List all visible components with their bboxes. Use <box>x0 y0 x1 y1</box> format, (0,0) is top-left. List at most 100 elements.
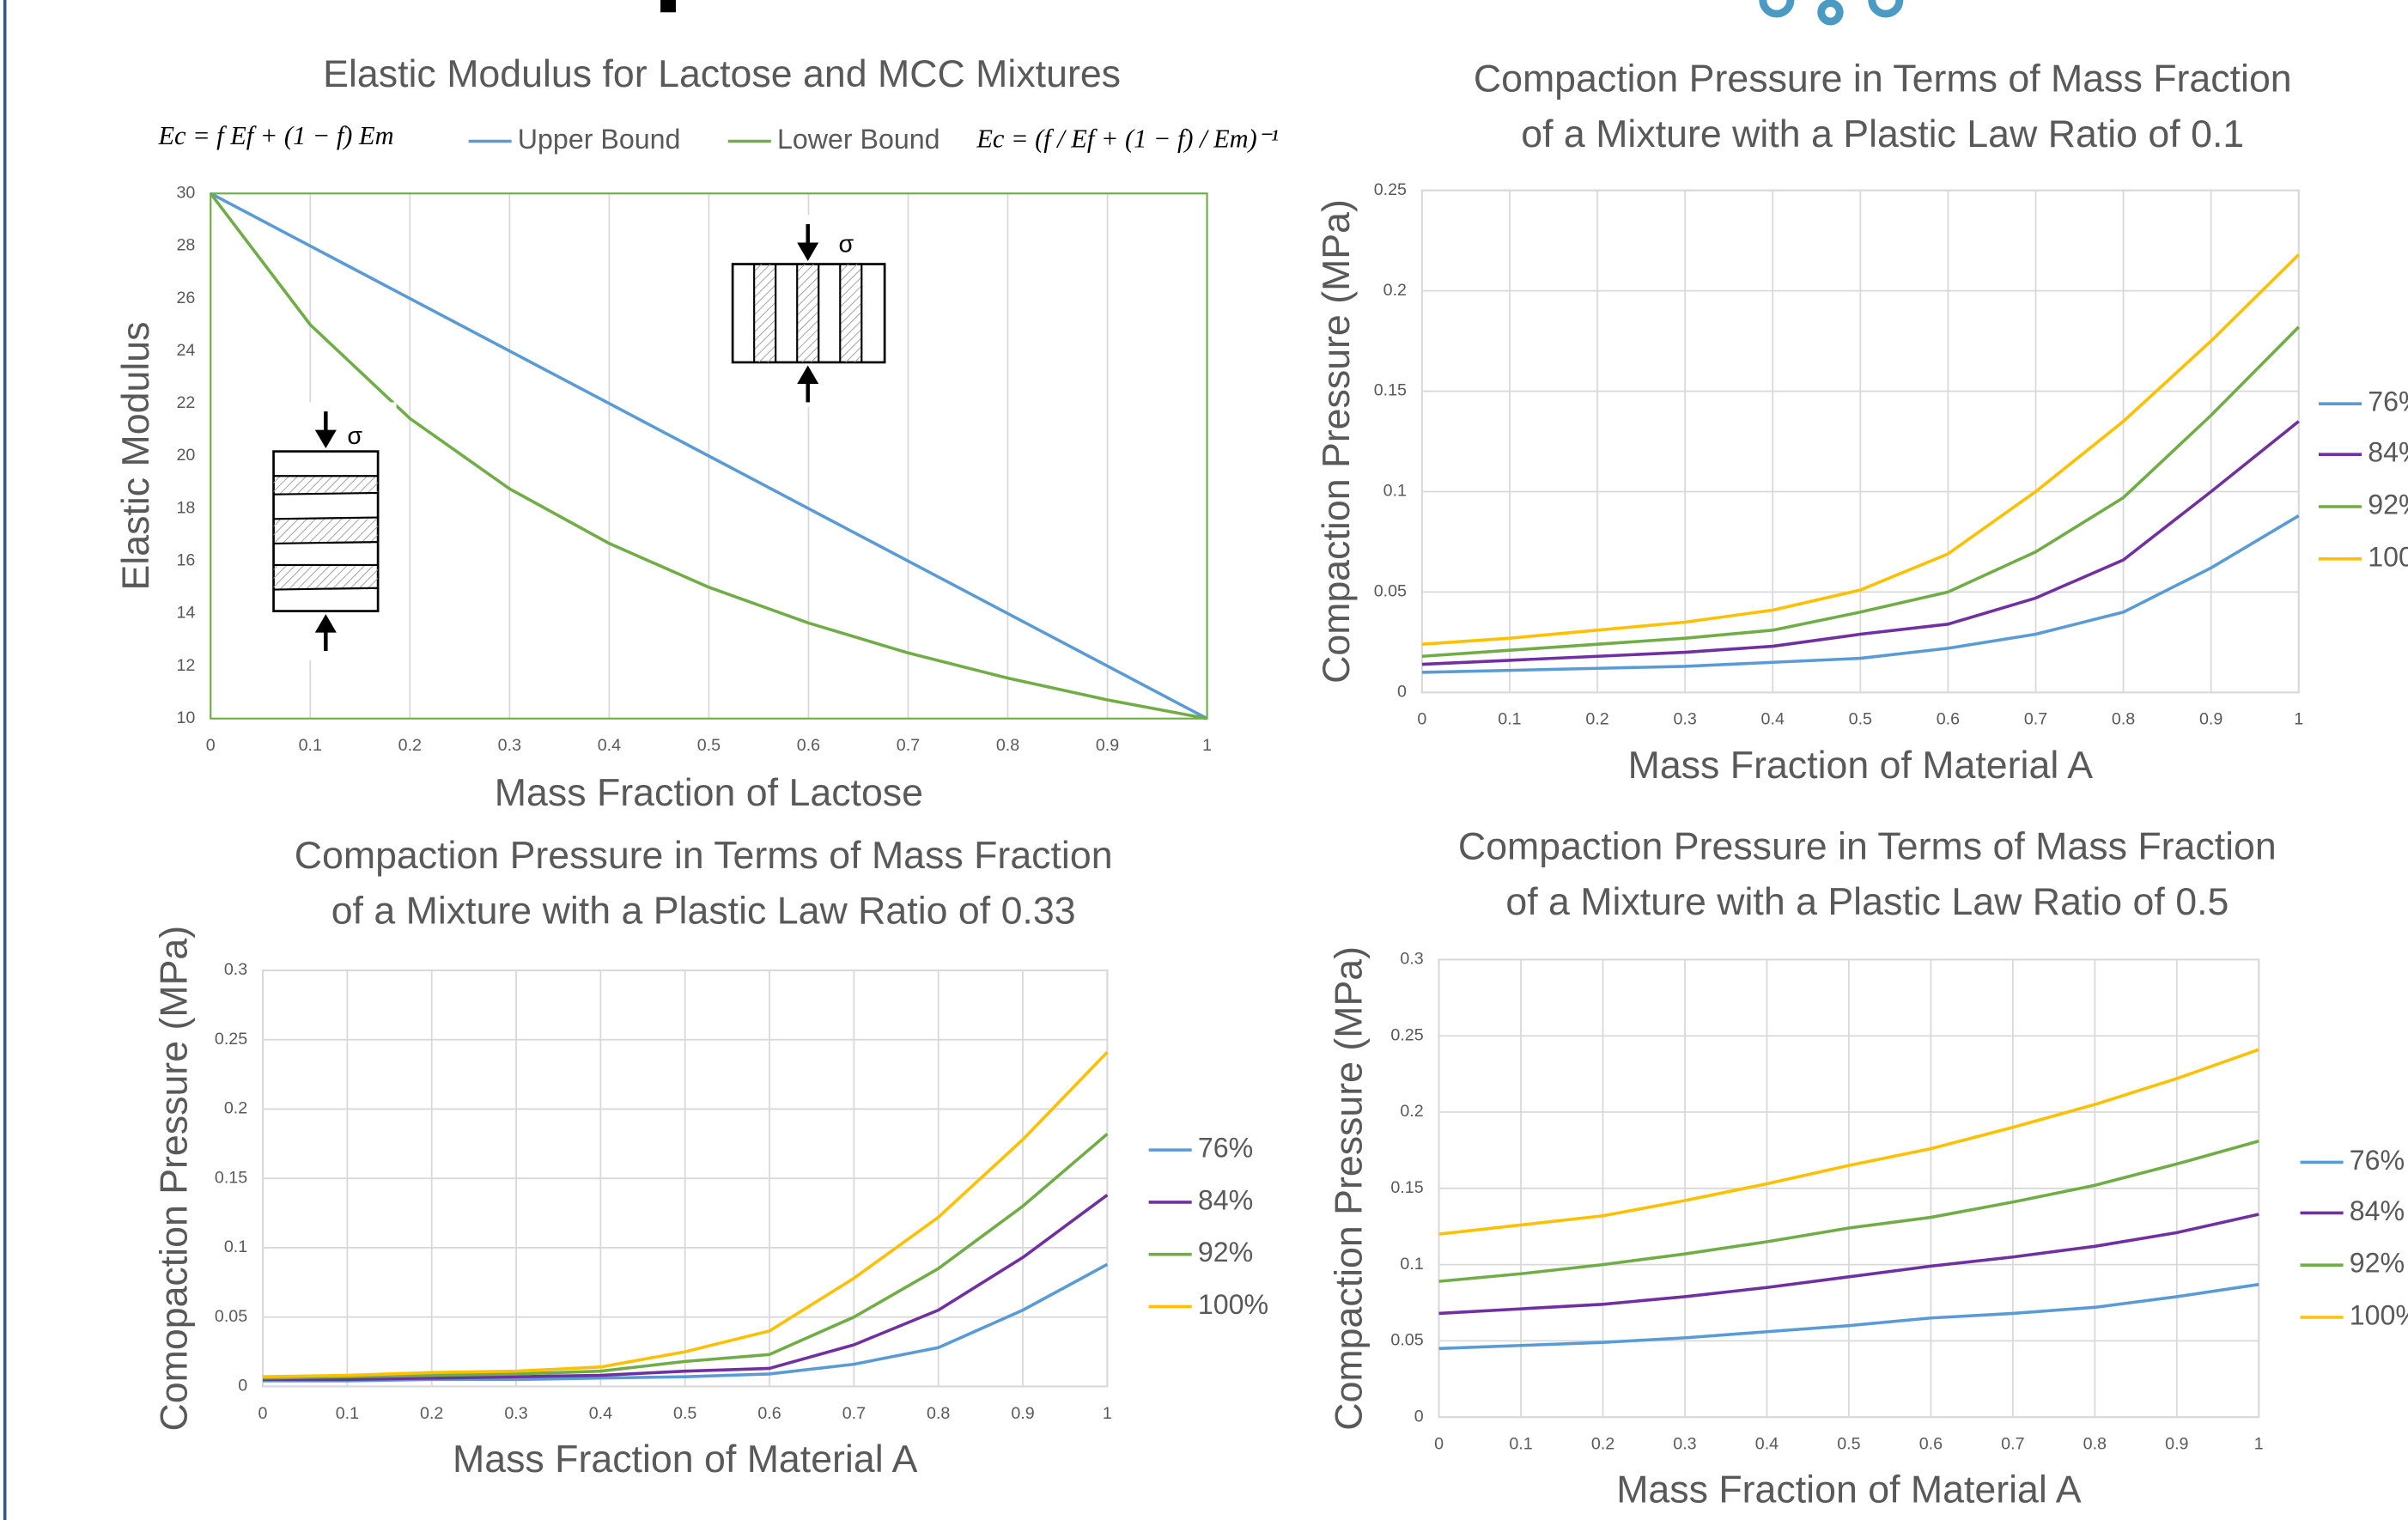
x-tick-label: 0.3 <box>1673 710 1696 729</box>
x-axis-title: Mass Fraction of Material A <box>1616 1469 2082 1511</box>
x-axis-title: Mass Fraction of Lactose <box>495 772 923 814</box>
y-tick-label: 28 <box>176 236 195 255</box>
y-tick-label: 0.15 <box>1374 381 1407 400</box>
legend-label: 92% <box>1198 1237 1253 1268</box>
x-tick-label: 0.6 <box>757 1404 781 1423</box>
sigma-label: σ <box>347 423 362 450</box>
chart-title: Compaction Pressure in Terms of Mass Fra… <box>1474 58 2292 100</box>
chart-title: Compaction Pressure in Terms of Mass Fra… <box>295 835 1113 877</box>
x-tick-label: 0.6 <box>1937 710 1960 729</box>
x-tick-label: 0.7 <box>2024 710 2047 729</box>
x-tick-label: 0.9 <box>2199 710 2223 729</box>
x-tick-label: 0.9 <box>1011 1404 1034 1423</box>
y-tick-label: 26 <box>176 289 195 307</box>
legend-label: 76% <box>2350 1145 2405 1176</box>
x-tick-label: 1 <box>2294 710 2303 729</box>
y-tick-label: 0.2 <box>1383 281 1407 300</box>
y-tick-label: 0.1 <box>1400 1255 1423 1274</box>
y-axis-title: Compaction Pressure (MPa) <box>1328 946 1370 1431</box>
cropped-logo <box>1763 0 1900 21</box>
y-tick-label: 0.2 <box>224 1099 247 1118</box>
x-tick-label: 0.4 <box>1755 1435 1779 1454</box>
y-tick-label: 0.2 <box>1400 1102 1423 1121</box>
x-tick-label: 0.5 <box>1837 1435 1860 1454</box>
legend-label: 100% <box>2350 1300 2408 1331</box>
x-tick-label: 0 <box>1434 1435 1444 1454</box>
x-tick-label: 0.4 <box>598 736 621 755</box>
legend-label: 76% <box>1198 1133 1253 1164</box>
x-tick-label: 0.3 <box>498 736 521 755</box>
formula-lower: Ec = (f / Ef + (1 − f) / Em)⁻¹ <box>976 124 1279 153</box>
x-tick-label: 0 <box>206 736 216 755</box>
legend-label: 76% <box>2368 386 2408 417</box>
x-tick-label: 0.9 <box>1096 736 1119 755</box>
x-tick-label: 0.5 <box>697 736 721 755</box>
legend-label: 92% <box>2368 489 2408 520</box>
x-tick-label: 0.2 <box>420 1404 443 1423</box>
sigma-label: σ <box>838 231 854 258</box>
border <box>3 0 7 1520</box>
legend-label: 92% <box>2350 1248 2405 1279</box>
x-tick-label: 0.7 <box>2001 1435 2024 1454</box>
y-tick-label: 0 <box>1414 1407 1424 1426</box>
y-tick-label: 22 <box>176 393 195 412</box>
x-tick-label: 0 <box>1417 710 1426 729</box>
chart-title: of a Mixture with a Plastic Law Ratio of… <box>1505 881 2229 923</box>
y-tick-label: 12 <box>176 656 195 675</box>
x-tick-label: 0.8 <box>2083 1435 2107 1454</box>
x-tick-label: 0.6 <box>1919 1435 1943 1454</box>
y-tick-label: 0.1 <box>1383 482 1407 501</box>
legend-label: 84% <box>2368 437 2408 468</box>
poster: 00.10.20.30.40.50.60.70.80.9110121416182… <box>0 0 2408 1520</box>
x-axis-title: Mass Fraction of Material A <box>453 1438 918 1480</box>
x-tick-label: 0.6 <box>797 736 820 755</box>
y-tick-label: 10 <box>176 708 195 727</box>
x-tick-label: 0.2 <box>1591 1435 1614 1454</box>
y-tick-label: 0.3 <box>1400 950 1423 969</box>
x-tick-label: 0.1 <box>299 736 322 755</box>
y-tick-label: 0.15 <box>1390 1178 1423 1197</box>
x-tick-label: 1 <box>1103 1404 1112 1423</box>
diagram-parallel <box>719 215 900 406</box>
y-tick-label: 0.1 <box>224 1237 247 1256</box>
legend-label: 84% <box>2350 1195 2405 1226</box>
x-tick-label: 0.4 <box>589 1404 612 1423</box>
y-tick-label: 0.15 <box>215 1168 247 1187</box>
legend-label: Upper Bound <box>518 124 681 155</box>
y-tick-label: 16 <box>176 550 195 569</box>
legend-label: 84% <box>1198 1184 1253 1215</box>
y-tick-label: 0.05 <box>1390 1331 1423 1350</box>
x-tick-label: 0.1 <box>1498 710 1521 729</box>
cropped-glyph <box>660 0 676 12</box>
legend-label: Lower Bound <box>777 124 940 155</box>
y-tick-label: 0.05 <box>1374 582 1407 601</box>
y-tick-label: 0.05 <box>215 1307 247 1326</box>
x-tick-label: 0.7 <box>842 1404 866 1423</box>
x-tick-label: 0.1 <box>336 1404 359 1423</box>
diagram-series <box>258 402 397 660</box>
y-tick-label: 0.3 <box>224 960 247 979</box>
x-tick-label: 1 <box>1202 736 1212 755</box>
x-tick-label: 0.2 <box>1585 710 1608 729</box>
legend-label: 100% <box>2368 541 2408 572</box>
x-axis-title: Mass Fraction of Material A <box>1628 745 2094 787</box>
chart-title: Compaction Pressure in Terms of Mass Fra… <box>1458 826 2277 868</box>
x-tick-label: 0.2 <box>398 736 422 755</box>
x-tick-label: 0.5 <box>673 1404 696 1423</box>
y-tick-label: 0 <box>238 1377 247 1395</box>
x-tick-label: 0.1 <box>1509 1435 1532 1454</box>
x-tick-label: 0.8 <box>996 736 1019 755</box>
y-tick-label: 0.25 <box>1390 1025 1423 1044</box>
x-tick-label: 0.9 <box>2165 1435 2188 1454</box>
x-tick-label: 1 <box>2254 1435 2264 1454</box>
x-tick-label: 0.8 <box>2112 710 2135 729</box>
legend-label: 100% <box>1198 1289 1268 1320</box>
y-tick-label: 14 <box>176 604 195 623</box>
x-tick-label: 0.5 <box>1849 710 1872 729</box>
y-tick-label: 0.25 <box>215 1030 247 1049</box>
y-tick-label: 0 <box>1397 683 1407 702</box>
y-tick-label: 24 <box>176 341 195 360</box>
y-axis-title: Compaction Pressure (MPa) <box>1316 199 1358 684</box>
y-axis-title: Elastic Modulus <box>115 322 157 591</box>
